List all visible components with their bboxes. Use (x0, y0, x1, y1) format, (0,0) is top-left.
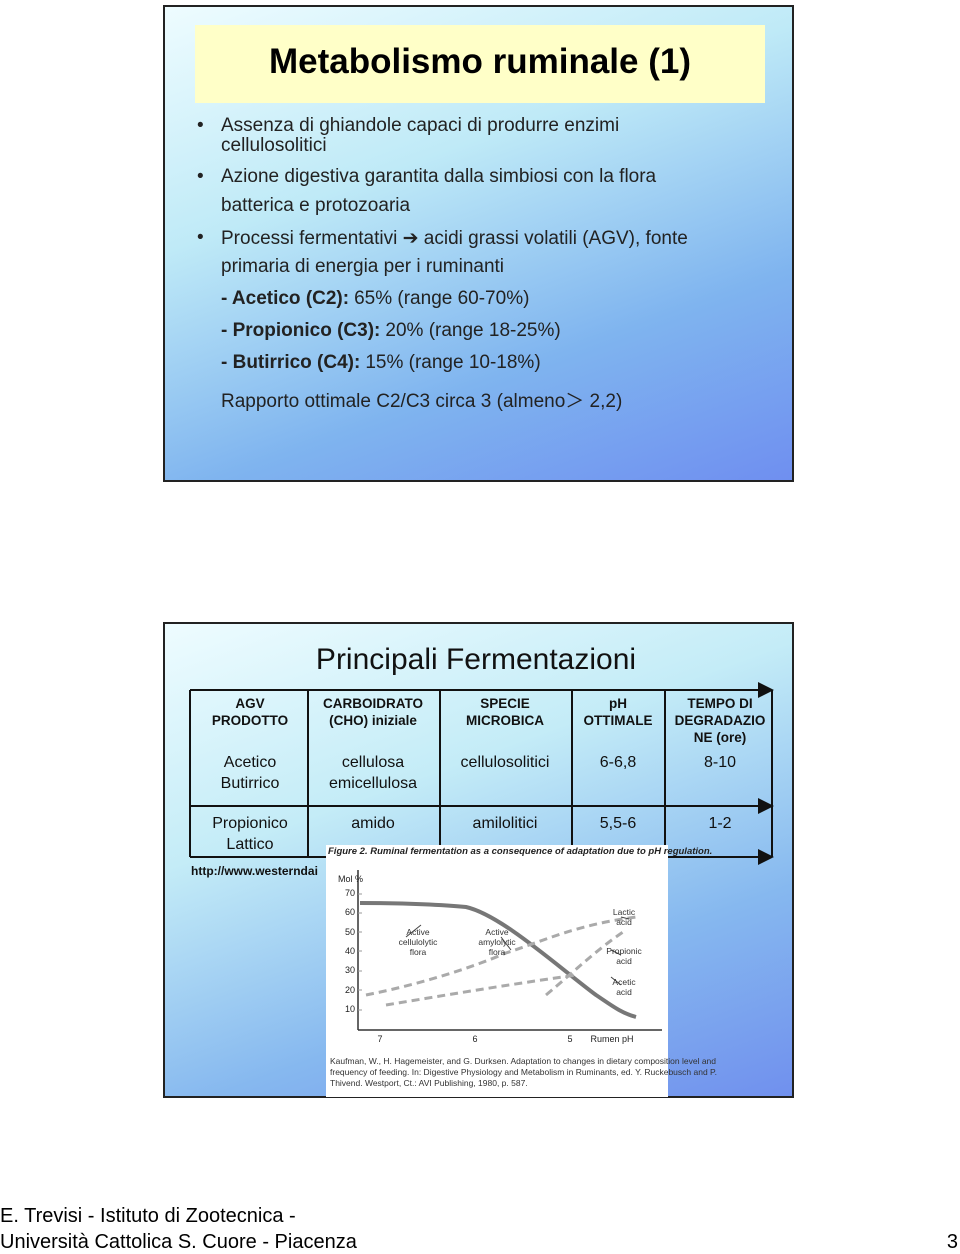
header-cell: pH (609, 696, 627, 711)
table-cell: emicellulosa (328, 775, 418, 792)
y-tick-label: 50 (344, 926, 355, 937)
item-label: - Acetico (C2): (221, 288, 350, 309)
item-text: 65% (range 60-70%) (354, 288, 530, 309)
y-axis-label: Mol % (338, 874, 364, 884)
header-cell: TEMPO DI (687, 696, 753, 711)
curve-label: amylolytic (478, 937, 516, 947)
header-cell: OTTIMALE (583, 713, 653, 728)
figure (326, 845, 668, 1097)
curve-label: flora (488, 947, 506, 957)
table-cell: 8-10 (703, 754, 737, 771)
y-tick-label: 10 (344, 1003, 355, 1014)
x-tick-label: 7 (377, 1034, 383, 1044)
header-cell: CARBOIDRATO (323, 696, 423, 711)
table-cell: Butirrico (220, 775, 280, 792)
y-tick-label: 30 (344, 965, 355, 976)
source-url: http://www.westerndai (191, 864, 318, 878)
curve-label: flora (409, 947, 427, 957)
item-text: 20% (range 18-25%) (385, 320, 561, 341)
header-cell: (CHO) iniziale (329, 713, 417, 728)
citation: Thivend. Westport, Ct.: AVI Publishing, … (330, 1078, 528, 1088)
header-cell: NE (ore) (693, 730, 747, 745)
header-cell: MICROBICA (466, 713, 544, 728)
x-tick-label: 5 (567, 1034, 573, 1044)
x-axis-label: Rumen pH (590, 1034, 634, 1044)
curve-label: acid (616, 917, 632, 927)
x-tick-label: 6 (472, 1034, 478, 1044)
y-tick-label: 20 (344, 984, 355, 995)
table-cell: Lattico (226, 836, 274, 853)
bullet: • (197, 115, 204, 136)
curve-label: Active (485, 927, 509, 937)
slide-title: Principali Fermentazioni (315, 643, 637, 676)
curve-label: acid (616, 956, 632, 966)
header-cell: DEGRADAZIO (674, 713, 766, 728)
y-tick-label: 70 (344, 888, 355, 898)
bullet-text: cellulosolitici (221, 135, 327, 156)
slide-title: Metabolismo ruminale (1) (268, 42, 692, 81)
header-cell: SPECIE (480, 696, 530, 711)
figure-caption: Figure 2. Ruminal fermentation as a cons… (328, 846, 713, 857)
item-text: 15% (range 10-18%) (365, 352, 541, 373)
y-tick-label: 40 (344, 945, 355, 956)
item-label: - Propionico (C3): (221, 320, 381, 341)
table-cell: Propionico (212, 815, 288, 832)
table-cell: amilolitici (472, 815, 538, 832)
bullet-text: batterica e protozoaria (221, 195, 411, 216)
table-cell: cellulosa (341, 754, 405, 771)
header-cell: PRODOTTO (211, 713, 289, 728)
citation: Kaufman, W., H. Hagemeister, and G. Durk… (330, 1056, 717, 1066)
curve-label: acid (616, 987, 632, 997)
note: Rapporto ottimale C2/C3 circa 3 (almeno＞… (221, 391, 623, 412)
curve-label: Acetic (612, 977, 636, 987)
bullet-text: Assenza di ghiandole capaci di produrre … (221, 115, 620, 136)
y-tick-label: 60 (344, 907, 355, 918)
bullet: • (197, 166, 204, 187)
curve-label: cellulolytic (398, 937, 438, 947)
item-label: - Butirrico (C4): (221, 352, 361, 373)
footer-text: Università Cattolica S. Cuore - Piacenza (0, 1231, 357, 1253)
curve-label: Propionic (606, 946, 642, 956)
header-cell: AGV (235, 696, 265, 711)
curve-label: Active (406, 927, 430, 937)
table-cell: cellulosolitici (460, 754, 550, 771)
curve-label: Lactic (612, 907, 636, 917)
citation: frequency of feeding. In: Digestive Phys… (330, 1067, 717, 1077)
title-band (195, 25, 765, 103)
table-cell: 5,5-6 (599, 815, 637, 832)
bullet-text: primaria di energia per i ruminanti (221, 256, 505, 277)
bullet: • (197, 227, 204, 248)
table-cell: Acetico (223, 754, 277, 771)
page-number: 3 (946, 1231, 958, 1253)
table-cell: 1-2 (708, 815, 732, 832)
footer-text: E. Trevisi - Istituto di Zootecnica - (0, 1205, 296, 1227)
table-cell: amido (351, 815, 395, 832)
bullet-text: Azione digestiva garantita dalla simbios… (221, 166, 657, 187)
bullet-text: Processi fermentativi ➔ acidi grassi vol… (221, 228, 688, 249)
table-cell: 6-6,8 (599, 754, 637, 771)
